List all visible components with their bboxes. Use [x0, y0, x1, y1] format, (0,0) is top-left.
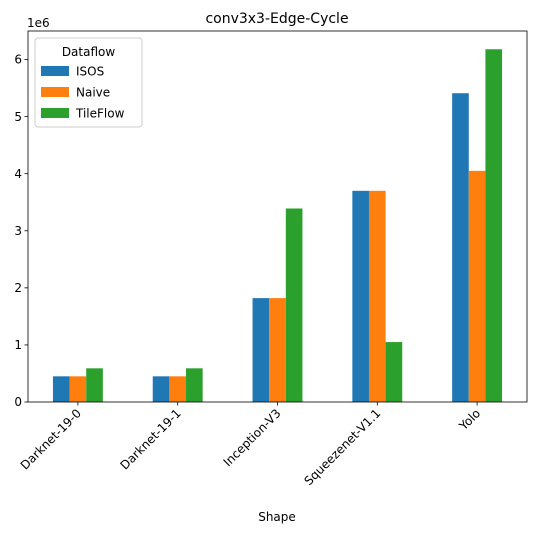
- y-tick-label: 2: [14, 281, 22, 295]
- legend-title: Dataflow: [62, 45, 116, 59]
- x-tick-label: Squeezenet-V1.1: [301, 406, 383, 488]
- legend: Dataflow ISOS Naive TileFlow: [34, 37, 143, 128]
- bar-naive-2: [269, 298, 286, 402]
- bar-naive-1: [169, 376, 187, 402]
- bar-isos-2: [252, 298, 270, 402]
- bar-isos-4: [452, 93, 469, 403]
- legend-swatch-isos: [41, 66, 69, 76]
- y-tick-label: 0: [14, 395, 22, 409]
- y-tick-label: 6: [14, 53, 22, 67]
- bars-layer: [52, 49, 503, 403]
- bar-isos-3: [352, 190, 369, 402]
- y-tick-label: 4: [14, 167, 22, 181]
- x-axis-label: Shape: [258, 510, 296, 524]
- legend-label-tileflow: TileFlow: [75, 107, 125, 121]
- x-tick-label: Yolo: [456, 406, 483, 433]
- y-tick-label: 1: [14, 338, 22, 352]
- bar-tileflow-3: [385, 342, 403, 402]
- bar-naive-4: [468, 170, 486, 402]
- y-axis-offset-label: 1e6: [27, 16, 50, 30]
- legend-label-naive: Naive: [76, 86, 110, 100]
- bar-tileflow-4: [485, 49, 503, 402]
- x-tick-label: Darknet-19-1: [118, 406, 184, 472]
- legend-box: [34, 37, 143, 128]
- bar-isos-0: [52, 376, 70, 402]
- legend-label-isos: ISOS: [76, 65, 104, 79]
- chart-title: conv3x3-Edge-Cycle: [205, 11, 348, 27]
- legend-swatch-tileflow: [41, 108, 69, 118]
- x-tick-label: Darknet-19-0: [18, 406, 84, 472]
- bar-tileflow-0: [86, 368, 103, 402]
- y-tick-label: 3: [14, 224, 22, 238]
- x-tick-label: Inception-V3: [221, 406, 284, 469]
- bar-isos-1: [152, 376, 170, 402]
- bar-tileflow-1: [186, 368, 203, 402]
- y-tick-label: 5: [14, 110, 22, 124]
- legend-swatch-naive: [41, 87, 69, 97]
- bar-naive-3: [368, 190, 386, 402]
- bar-naive-0: [69, 376, 87, 402]
- bar-tileflow-2: [285, 208, 303, 402]
